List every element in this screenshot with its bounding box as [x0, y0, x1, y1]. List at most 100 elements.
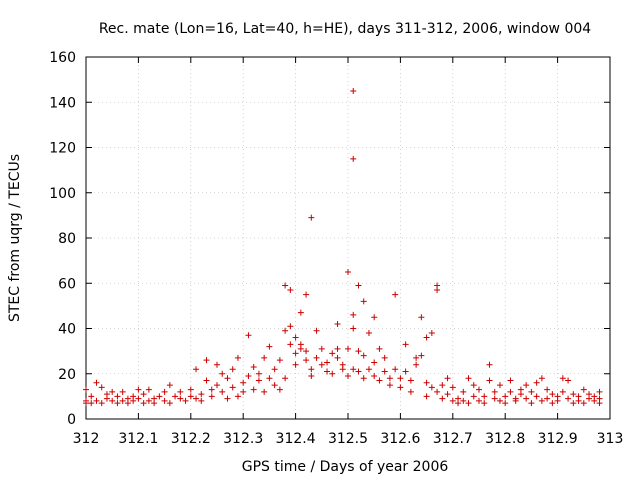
data-point — [177, 388, 184, 395]
y-axis-label: STEC from uqrg / TECUs — [7, 154, 23, 322]
data-point — [465, 375, 472, 382]
data-point — [240, 379, 247, 386]
data-point — [224, 395, 231, 402]
data-point — [145, 397, 152, 404]
data-point — [470, 393, 477, 400]
data-point — [313, 327, 320, 334]
data-point — [345, 268, 351, 275]
data-point — [533, 393, 540, 400]
y-tick-label: 100 — [49, 186, 76, 202]
data-point — [166, 382, 173, 389]
data-point — [376, 345, 383, 352]
data-point — [255, 370, 262, 377]
data-point — [229, 384, 236, 391]
data-point — [329, 370, 336, 377]
x-tick-label: 312.5 — [328, 431, 368, 447]
data-point — [360, 375, 367, 382]
data-point — [449, 397, 456, 404]
x-tick-label: 312.2 — [171, 431, 211, 447]
x-tick-label: 312 — [73, 431, 100, 447]
data-point — [276, 386, 283, 393]
data-point — [596, 395, 603, 402]
data-point — [208, 393, 215, 400]
data-point — [460, 388, 467, 395]
data-point — [549, 391, 556, 398]
data-point — [491, 388, 498, 395]
x-tick-label: 312.7 — [433, 431, 473, 447]
x-tick-label: 312.4 — [276, 431, 316, 447]
data-point — [397, 375, 404, 382]
data-point — [418, 314, 425, 321]
data-point — [428, 384, 435, 391]
data-point — [575, 397, 582, 404]
data-point — [145, 386, 152, 393]
data-point — [502, 393, 509, 400]
data-point — [93, 397, 100, 404]
data-point — [240, 388, 247, 395]
data-point — [481, 393, 488, 400]
data-point — [334, 320, 341, 327]
y-tick-label: 0 — [67, 412, 76, 428]
data-point — [355, 282, 362, 289]
data-point — [371, 314, 378, 321]
data-point — [161, 397, 168, 404]
y-tick-label: 140 — [49, 95, 76, 111]
data-point — [392, 291, 399, 298]
data-point — [386, 375, 393, 382]
data-point — [130, 397, 137, 404]
data-point — [83, 386, 89, 393]
data-point — [234, 354, 241, 361]
data-point — [282, 375, 289, 382]
data-point — [580, 400, 587, 407]
data-point — [88, 400, 95, 407]
data-point — [455, 400, 462, 407]
data-point — [114, 393, 121, 400]
data-point — [203, 377, 210, 384]
data-point — [161, 388, 168, 395]
data-point — [376, 377, 383, 384]
y-tick-label: 20 — [58, 367, 76, 383]
data-point — [512, 397, 519, 404]
data-point — [418, 352, 425, 359]
data-point — [345, 345, 351, 352]
data-point — [177, 395, 184, 402]
data-point — [203, 357, 210, 364]
data-point — [554, 397, 561, 404]
data-point — [559, 388, 566, 395]
data-point — [538, 375, 545, 382]
data-point — [266, 343, 273, 350]
data-point — [465, 400, 472, 407]
data-point — [261, 354, 268, 361]
y-tick-label: 160 — [49, 50, 76, 66]
data-point — [318, 361, 325, 368]
data-point — [381, 354, 388, 361]
data-point — [350, 366, 357, 373]
y-tick-label: 60 — [58, 276, 76, 292]
data-point — [423, 379, 430, 386]
data-point — [402, 368, 409, 375]
data-point — [151, 400, 158, 407]
data-point — [318, 345, 325, 352]
data-point — [460, 397, 467, 404]
data-point — [423, 393, 430, 400]
data-point — [502, 400, 509, 407]
data-point — [214, 382, 220, 389]
data-point — [570, 400, 577, 407]
data-point — [93, 379, 100, 386]
data-point — [392, 366, 399, 373]
data-point — [224, 375, 231, 382]
data-point — [297, 309, 304, 316]
data-point — [360, 352, 367, 359]
data-point — [182, 397, 189, 404]
data-point — [339, 366, 346, 373]
data-point — [271, 366, 278, 373]
data-point — [476, 386, 482, 393]
data-point — [486, 361, 493, 368]
y-tick-label: 40 — [58, 322, 76, 338]
data-point — [245, 332, 252, 339]
data-point — [219, 370, 226, 377]
data-point — [119, 388, 126, 395]
data-point — [449, 384, 456, 391]
x-tick-label: 312.8 — [485, 431, 525, 447]
data-point — [187, 386, 194, 393]
